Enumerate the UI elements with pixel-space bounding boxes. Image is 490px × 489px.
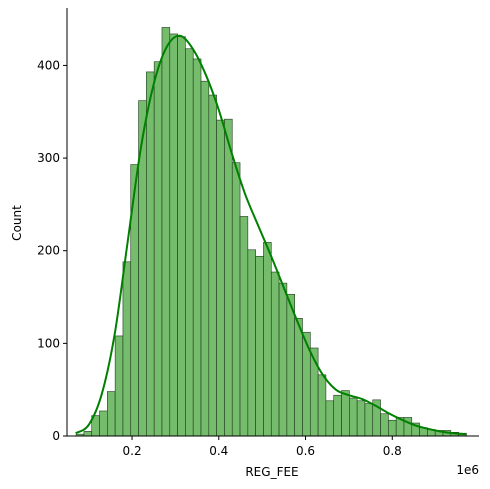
histogram-bar bbox=[286, 293, 295, 437]
x-axis-title: REG_FEE bbox=[245, 465, 298, 479]
histogram-bar bbox=[161, 27, 171, 437]
histogram-bar bbox=[333, 394, 342, 437]
histogram-bar bbox=[83, 431, 93, 437]
histogram-bar bbox=[231, 162, 241, 437]
histogram-bar bbox=[349, 397, 358, 437]
y-ticks: 0 100 200 300 400 bbox=[37, 58, 67, 443]
histogram-bar bbox=[294, 318, 303, 437]
histogram-bar bbox=[114, 335, 124, 437]
histogram-bar bbox=[356, 400, 366, 437]
histogram-bar bbox=[380, 413, 389, 437]
y-tick-label: 100 bbox=[37, 336, 60, 350]
x-tick-label: 0.8 bbox=[383, 444, 402, 458]
histogram-bar bbox=[263, 242, 272, 437]
histogram-bar bbox=[224, 118, 233, 437]
histogram-bar bbox=[247, 249, 256, 437]
x-tick-label: 0.2 bbox=[123, 444, 142, 458]
kde-curve bbox=[75, 34, 467, 436]
histogram-bars bbox=[75, 27, 467, 437]
histogram-bar bbox=[99, 410, 108, 437]
axes: 0 100 200 300 400 0.2 0.4 0.6 0.8 bbox=[37, 8, 479, 458]
y-tick-label: 400 bbox=[37, 58, 60, 72]
histogram-bar bbox=[146, 71, 155, 437]
histogram-bar bbox=[169, 33, 178, 437]
histogram-bar bbox=[341, 390, 350, 437]
histogram-bar bbox=[255, 255, 264, 437]
histogram-bar bbox=[278, 282, 288, 437]
x-tick-label: 0.6 bbox=[296, 444, 315, 458]
histogram-bar bbox=[270, 271, 280, 437]
histogram-bar bbox=[239, 216, 249, 437]
histogram-bar bbox=[317, 374, 327, 437]
histogram-bar bbox=[185, 48, 194, 437]
histogram-bar bbox=[122, 261, 132, 437]
histogram-bar bbox=[216, 119, 225, 437]
histogram-bar bbox=[388, 419, 397, 437]
histogram-bar bbox=[364, 403, 374, 437]
histogram-bar bbox=[325, 400, 335, 437]
y-axis-title: Count bbox=[10, 205, 24, 241]
y-tick-label: 200 bbox=[37, 244, 60, 258]
y-tick-label: 0 bbox=[52, 429, 60, 443]
histogram-bar bbox=[192, 58, 202, 437]
x-axis-offset-text: 1e6 bbox=[456, 463, 479, 477]
y-tick-label: 300 bbox=[37, 151, 60, 165]
histogram-bar bbox=[153, 61, 163, 437]
histogram-bar bbox=[208, 94, 217, 437]
histogram-bar bbox=[177, 36, 186, 437]
histogram-bar bbox=[107, 391, 116, 437]
x-tick-label: 0.4 bbox=[209, 444, 228, 458]
x-ticks: 0.2 0.4 0.6 0.8 bbox=[123, 436, 402, 458]
histogram-bar bbox=[200, 80, 210, 437]
